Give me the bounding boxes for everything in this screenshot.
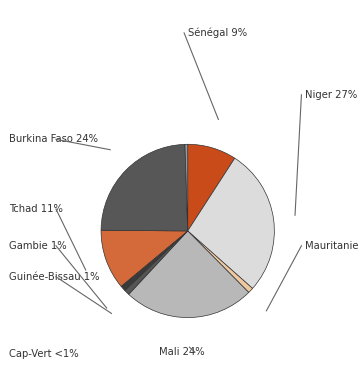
Wedge shape — [188, 231, 253, 293]
Text: Tchad 11%: Tchad 11% — [9, 204, 63, 214]
Text: Gambie 1%: Gambie 1% — [9, 241, 67, 251]
Wedge shape — [101, 230, 188, 286]
Wedge shape — [185, 144, 188, 231]
Wedge shape — [121, 231, 188, 291]
Text: Sénégal 9%: Sénégal 9% — [188, 27, 247, 38]
Text: Figure 5: Figure 5 — [14, 24, 77, 37]
Wedge shape — [129, 231, 249, 318]
Wedge shape — [101, 144, 188, 231]
Text: Mauritanie 1%: Mauritanie 1% — [305, 241, 361, 251]
Text: Mali 24%: Mali 24% — [159, 347, 204, 357]
Text: . 2008 - Production céréalière par pays: . 2008 - Production céréalière par pays — [70, 24, 330, 37]
Text: Cap-Vert <1%: Cap-Vert <1% — [9, 349, 79, 359]
Text: Burkina Faso 24%: Burkina Faso 24% — [9, 134, 98, 144]
Wedge shape — [188, 144, 235, 231]
Wedge shape — [125, 231, 188, 295]
Text: Niger 27%: Niger 27% — [305, 90, 357, 100]
Wedge shape — [188, 158, 274, 288]
Text: Guinée-Bissau 1%: Guinée-Bissau 1% — [9, 272, 100, 282]
